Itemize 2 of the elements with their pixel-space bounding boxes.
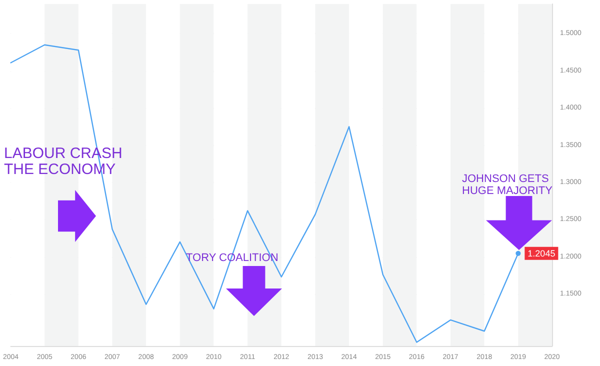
annotation: JOHNSON GETS HUGE MAJORITY [462,173,552,197]
data-label: 1.2045 [528,248,556,258]
